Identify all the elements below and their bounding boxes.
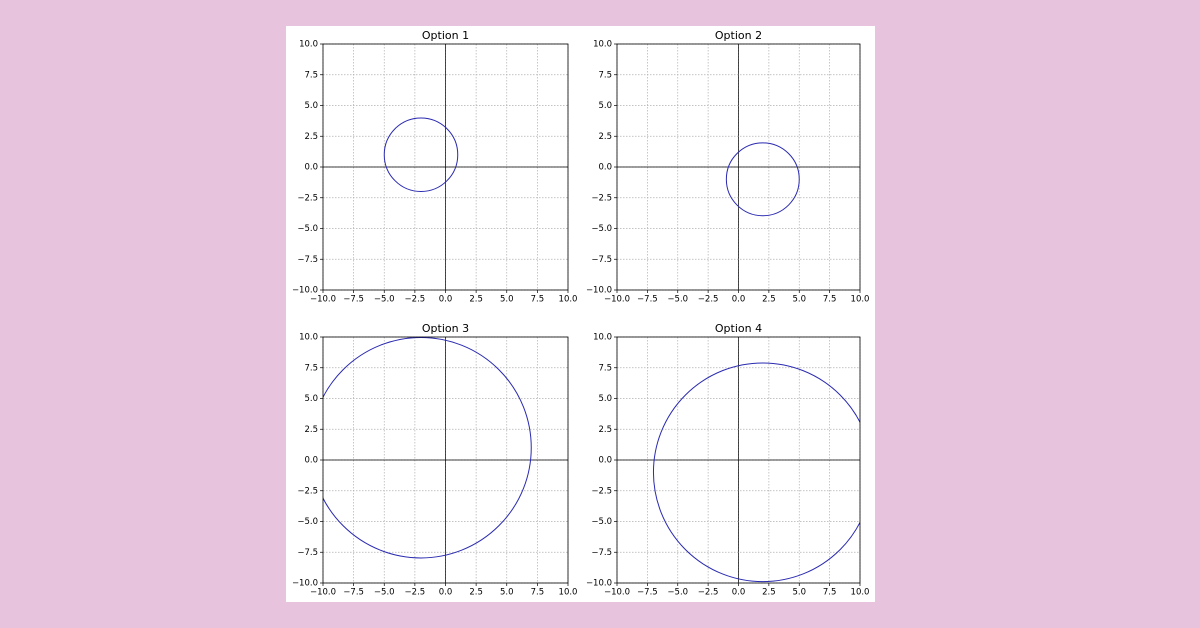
- y-tick-label: 0.0: [304, 163, 318, 173]
- x-tick-label: −7.5: [343, 588, 364, 598]
- x-tick-label: −5.0: [374, 588, 395, 598]
- plot-frame: [322, 43, 569, 291]
- x-tick-label: −2.5: [405, 295, 426, 305]
- plot-frame: [322, 336, 569, 584]
- x-tick-label: 5.0: [500, 588, 514, 598]
- subplot: Option 4 −10.0 −7.5 −5.0 −2.5 0.0 2.5 5.0 7.5 10.…: [586, 322, 870, 598]
- x-tick-label: −2.5: [698, 588, 719, 598]
- subplot-title: Option 2: [715, 29, 762, 42]
- x-tick-label: 0.0: [439, 588, 453, 598]
- figure: [286, 26, 875, 602]
- y-tick-label: −10.0: [586, 286, 612, 296]
- subplot-title: Option 1: [422, 29, 469, 42]
- x-tick-label: 5.0: [792, 295, 806, 305]
- y-tick-label: −5.0: [591, 224, 612, 234]
- x-tick-label: 7.5: [823, 295, 837, 305]
- y-tick-label: 7.5: [304, 363, 318, 373]
- subplot: Option 1 −10.0 −7.5 −5.0 −2.5 0.0 2.5 5.0 7.5 10.…: [292, 29, 578, 305]
- subplot: Option 2 −10.0 −7.5 −5.0 −2.5 0.0 2.5 5.0 7.5 10.…: [586, 29, 870, 305]
- x-tick-label: 2.5: [762, 295, 776, 305]
- y-tick-label: 5.0: [598, 394, 612, 404]
- y-tick-label: −2.5: [591, 193, 612, 203]
- y-tick-label: 2.5: [304, 132, 318, 142]
- y-tick-label: 0.0: [304, 456, 318, 466]
- x-tick-label: −5.0: [667, 588, 688, 598]
- x-tick-label: −10.0: [310, 588, 336, 598]
- x-tick-label: 2.5: [762, 588, 776, 598]
- circle: [725, 142, 800, 217]
- y-tick-label: −7.5: [591, 255, 612, 265]
- y-tick-label: −7.5: [297, 255, 318, 265]
- x-tick-label: 10.0: [851, 295, 870, 305]
- x-tick-label: 10.0: [851, 588, 870, 598]
- y-tick-label: 10.0: [593, 333, 612, 343]
- y-tick-label: −5.0: [591, 517, 612, 527]
- x-tick-label: −7.5: [637, 588, 658, 598]
- y-tick-label: 10.0: [299, 40, 318, 50]
- subplot-title: Option 4: [715, 322, 762, 335]
- y-tick-label: −10.0: [292, 286, 318, 296]
- y-tick-label: 0.0: [598, 456, 612, 466]
- x-tick-label: −10.0: [310, 295, 336, 305]
- y-tick-label: 5.0: [304, 394, 318, 404]
- x-tick-label: 2.5: [469, 588, 483, 598]
- x-tick-label: 5.0: [792, 588, 806, 598]
- x-tick-label: 7.5: [531, 295, 545, 305]
- y-tick-label: 7.5: [598, 70, 612, 80]
- y-tick-label: −10.0: [292, 579, 318, 589]
- plot-frame: [616, 43, 861, 291]
- y-tick-label: −2.5: [297, 486, 318, 496]
- y-tick-label: −2.5: [591, 486, 612, 496]
- y-tick-label: −5.0: [297, 224, 318, 234]
- circle: [652, 362, 860, 583]
- y-tick-label: −5.0: [297, 517, 318, 527]
- y-tick-label: 0.0: [598, 163, 612, 173]
- x-tick-label: 0.0: [732, 295, 746, 305]
- x-tick-label: −5.0: [374, 295, 395, 305]
- x-tick-label: −10.0: [604, 588, 630, 598]
- circle: [383, 117, 459, 192]
- plot-frame: [616, 336, 861, 584]
- x-tick-label: −2.5: [405, 588, 426, 598]
- y-tick-label: −7.5: [591, 548, 612, 558]
- y-tick-label: −7.5: [297, 548, 318, 558]
- x-tick-label: 10.0: [559, 295, 578, 305]
- subplot-title: Option 3: [422, 322, 469, 335]
- x-tick-label: −7.5: [343, 295, 364, 305]
- x-tick-label: 7.5: [823, 588, 837, 598]
- circle: [323, 337, 532, 559]
- x-tick-label: 0.0: [732, 588, 746, 598]
- x-tick-label: −10.0: [604, 295, 630, 305]
- x-tick-label: 0.0: [439, 295, 453, 305]
- y-tick-label: 2.5: [598, 425, 612, 435]
- subplot: Option 3 −10.0 −7.5 −5.0 −2.5 0.0 2.5 5.0 7.5 10.…: [292, 322, 578, 598]
- y-tick-label: 2.5: [598, 132, 612, 142]
- y-tick-label: −10.0: [586, 579, 612, 589]
- y-tick-label: 10.0: [299, 333, 318, 343]
- y-tick-label: 10.0: [593, 40, 612, 50]
- y-tick-label: 5.0: [598, 101, 612, 111]
- y-tick-label: 7.5: [598, 363, 612, 373]
- x-tick-label: −2.5: [698, 295, 719, 305]
- y-tick-label: 5.0: [304, 101, 318, 111]
- x-tick-label: −5.0: [667, 295, 688, 305]
- x-tick-label: 2.5: [469, 295, 483, 305]
- y-tick-label: 2.5: [304, 425, 318, 435]
- x-tick-label: −7.5: [637, 295, 658, 305]
- x-tick-label: 7.5: [531, 588, 545, 598]
- y-tick-label: −2.5: [297, 193, 318, 203]
- x-tick-label: 5.0: [500, 295, 514, 305]
- x-tick-label: 10.0: [559, 588, 578, 598]
- y-tick-label: 7.5: [304, 70, 318, 80]
